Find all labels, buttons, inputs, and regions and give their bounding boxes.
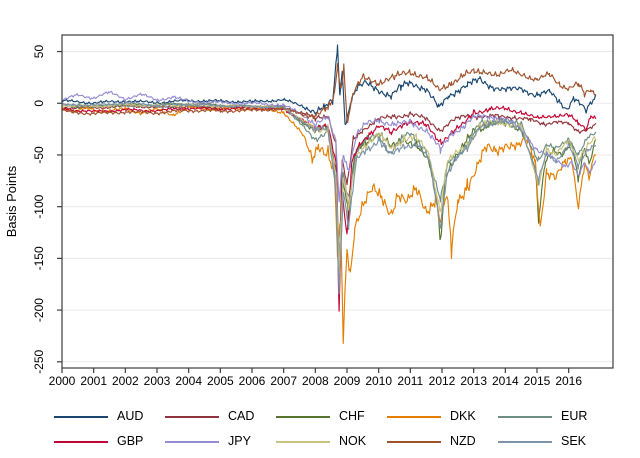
series-line-sek bbox=[62, 101, 597, 295]
x-tick-label: 2016 bbox=[555, 374, 582, 388]
y-tick-label: 0 bbox=[32, 100, 46, 107]
y-tick-label: -100 bbox=[32, 194, 46, 218]
legend-label: NOK bbox=[339, 434, 367, 449]
legend-item-dkk: DKK bbox=[375, 404, 486, 429]
legend-item-chf: CHF bbox=[264, 404, 375, 429]
x-tick-label: 2005 bbox=[207, 374, 234, 388]
chart-legend: AUD CAD CHF DKK EUR GBP JPY NOK NZD SEK bbox=[0, 395, 640, 458]
legend-item-eur: EUR bbox=[486, 404, 597, 429]
legend-label: DKK bbox=[450, 409, 476, 424]
x-tick-label: 2011 bbox=[397, 374, 423, 388]
y-tick-label: -150 bbox=[32, 246, 46, 270]
x-tick-label: 2007 bbox=[270, 374, 297, 388]
legend-swatch-jpy bbox=[165, 440, 219, 443]
legend-swatch-gbp bbox=[54, 440, 108, 443]
y-tick-label: -250 bbox=[32, 349, 46, 373]
legend-item-sek: SEK bbox=[486, 429, 597, 454]
legend-label: AUD bbox=[117, 409, 144, 424]
series-line-jpy bbox=[62, 90, 597, 203]
y-tick-label: -50 bbox=[32, 146, 46, 164]
series-line-dkk bbox=[62, 105, 597, 345]
x-tick-label: 2014 bbox=[492, 374, 519, 388]
x-tick-label: 2001 bbox=[80, 374, 107, 388]
x-tick-label: 2012 bbox=[429, 374, 456, 388]
legend-label: CAD bbox=[228, 409, 255, 424]
x-tick-label: 2003 bbox=[144, 374, 171, 388]
legend-swatch-sek bbox=[498, 440, 552, 443]
legend-label: EUR bbox=[561, 409, 588, 424]
x-tick-label: 2015 bbox=[524, 374, 551, 388]
plot-border bbox=[61, 34, 614, 369]
legend-label: GBP bbox=[117, 434, 144, 449]
x-tick-label: 2000 bbox=[49, 374, 76, 388]
legend-row: GBP JPY NOK NZD SEK bbox=[42, 429, 598, 454]
x-tick-label: 2002 bbox=[112, 374, 139, 388]
legend-item-nok: NOK bbox=[264, 429, 375, 454]
legend-swatch-aud bbox=[54, 415, 108, 418]
legend-item-nzd: NZD bbox=[375, 429, 486, 454]
legend-swatch-nok bbox=[276, 440, 330, 443]
legend-swatch-chf bbox=[276, 415, 330, 418]
legend-item-aud: AUD bbox=[42, 404, 153, 429]
x-tick-label: 2006 bbox=[239, 374, 266, 388]
legend-item-jpy: JPY bbox=[153, 429, 264, 454]
x-tick-label: 2004 bbox=[175, 374, 202, 388]
legend-swatch-cad bbox=[165, 415, 219, 418]
x-tick-label: 2009 bbox=[334, 374, 361, 388]
legend-label: NZD bbox=[450, 434, 476, 449]
series-line-nzd bbox=[62, 63, 597, 124]
legend-swatch-dkk bbox=[387, 415, 441, 418]
x-tick-label: 2008 bbox=[302, 374, 329, 388]
y-tick-label: 50 bbox=[32, 45, 46, 59]
legend-swatch-eur bbox=[498, 415, 552, 418]
legend-swatch-nzd bbox=[387, 440, 441, 443]
y-axis-title: Basis Points bbox=[4, 165, 19, 237]
legend-row: AUD CAD CHF DKK EUR bbox=[42, 404, 598, 429]
legend-label: CHF bbox=[339, 409, 365, 424]
y-tick-label: -200 bbox=[32, 298, 46, 322]
legend-item-gbp: GBP bbox=[42, 429, 153, 454]
legend-label: JPY bbox=[228, 434, 251, 449]
x-tick-label: 2010 bbox=[365, 374, 392, 388]
legend-label: SEK bbox=[561, 434, 587, 449]
x-tick-label: 2013 bbox=[460, 374, 487, 388]
legend-item-cad: CAD bbox=[153, 404, 264, 429]
